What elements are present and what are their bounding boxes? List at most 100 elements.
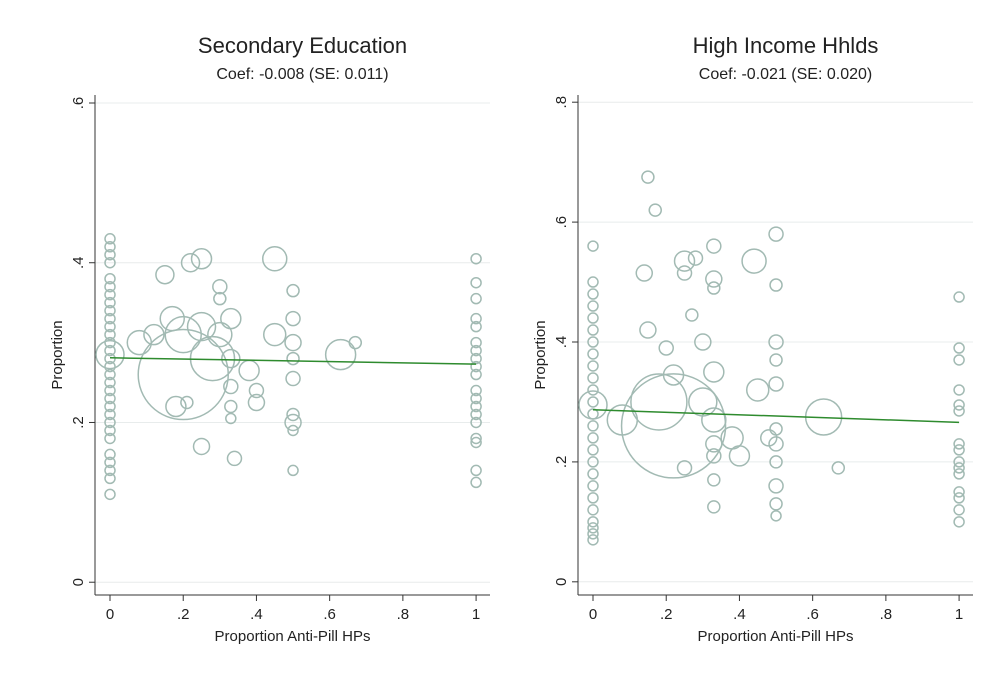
bubble — [284, 413, 302, 432]
bubble — [587, 528, 599, 540]
x-tick-label: .8 — [397, 606, 410, 623]
bubble — [104, 376, 116, 389]
bubble — [104, 336, 116, 349]
bubble — [768, 478, 784, 494]
bubble — [286, 351, 300, 366]
bubble — [587, 492, 599, 504]
bubble — [221, 348, 241, 369]
bubble — [104, 384, 116, 397]
x-tick-label: 0 — [589, 606, 597, 623]
bubble — [104, 472, 116, 485]
bubble — [578, 390, 608, 420]
bubble — [104, 296, 116, 309]
bubble — [953, 291, 965, 303]
bubble — [104, 448, 116, 461]
chart-title: High Income Hhlds — [693, 33, 879, 58]
bubble — [769, 455, 783, 469]
y-tick-label: .2 — [70, 416, 87, 429]
x-tick-label: 1 — [955, 606, 963, 623]
bubble — [587, 360, 599, 372]
bubble — [470, 436, 482, 449]
bubble — [213, 291, 227, 306]
y-axis-label: Proportion — [532, 320, 549, 389]
chart-title: Secondary Education — [198, 33, 407, 58]
bubble — [706, 238, 722, 254]
bubble — [703, 361, 725, 383]
x-axis-label: Proportion Anti-Pill HPs — [215, 628, 371, 645]
bubble — [165, 395, 187, 418]
bubble — [104, 328, 116, 341]
y-tick-label: 0 — [70, 578, 87, 586]
bubble — [470, 312, 482, 325]
bubble — [658, 340, 674, 356]
bubble — [694, 333, 712, 351]
bubble — [768, 226, 784, 242]
bubble — [286, 407, 300, 422]
chart-subtitle: Coef: -0.021 (SE: 0.020) — [699, 66, 872, 83]
bubble — [741, 248, 767, 274]
x-axis-label: Proportion Anti-Pill HPs — [698, 628, 854, 645]
bubble — [104, 344, 116, 357]
bubble — [155, 264, 175, 285]
bubble — [220, 307, 242, 330]
bubble — [769, 353, 783, 367]
bubble — [587, 522, 599, 534]
bubble — [587, 300, 599, 312]
x-tick-label: .8 — [880, 606, 893, 623]
bubble — [284, 333, 302, 352]
bubble — [104, 233, 116, 245]
bubble — [180, 252, 201, 273]
bubble — [104, 424, 116, 437]
bubble — [953, 462, 965, 474]
bubble — [104, 432, 116, 445]
bubble — [104, 312, 116, 325]
bubble — [641, 170, 655, 184]
bubble — [104, 320, 116, 333]
bubble — [104, 488, 116, 501]
bubble — [953, 492, 965, 504]
bubble — [104, 456, 116, 469]
bubble — [953, 438, 965, 450]
bubble — [104, 408, 116, 421]
y-axis-label: Proportion — [49, 320, 66, 389]
bubble — [745, 378, 770, 402]
bubble — [247, 393, 266, 412]
bubble — [143, 323, 165, 346]
bubble — [953, 384, 965, 396]
bubble — [707, 281, 721, 295]
bubble — [587, 444, 599, 456]
y-tick-label: .4 — [70, 256, 87, 269]
bubble — [137, 328, 229, 421]
bubble — [953, 486, 965, 498]
bubble — [223, 378, 239, 395]
x-tick-label: .2 — [660, 606, 673, 623]
bubble — [587, 480, 599, 492]
bubble — [470, 368, 482, 381]
bubble — [701, 407, 727, 433]
panel: High Income Hhlds Coef: -0.021 (SE: 0.020… — [532, 33, 973, 645]
bubble — [287, 464, 299, 477]
bubble — [953, 342, 965, 354]
bubble — [587, 396, 599, 408]
bubble — [470, 464, 482, 477]
bubble — [648, 203, 662, 217]
bubble — [180, 395, 194, 410]
bubble — [348, 335, 363, 350]
bubble — [688, 387, 718, 417]
x-tick-label: .6 — [806, 606, 819, 623]
bubble — [768, 334, 784, 350]
x-tick-label: .2 — [177, 606, 190, 623]
bubble — [470, 360, 482, 373]
bubble — [687, 250, 704, 266]
bubble — [620, 373, 727, 479]
bubble — [587, 312, 599, 324]
bubble — [707, 473, 721, 487]
bubble — [662, 364, 685, 386]
bubble — [164, 315, 202, 354]
bubble — [769, 278, 783, 292]
bubble — [186, 311, 217, 342]
bubble — [587, 384, 599, 396]
bubble — [587, 288, 599, 300]
bubble — [953, 444, 965, 456]
bubble — [587, 336, 599, 348]
